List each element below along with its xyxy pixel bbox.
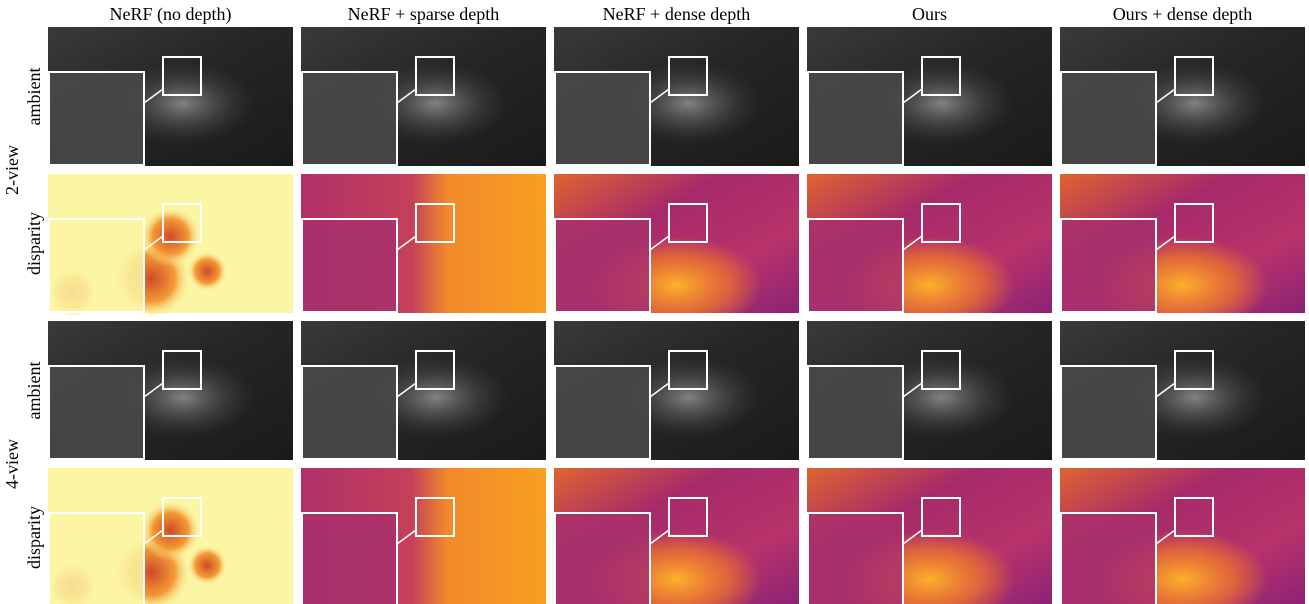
zoom-inset [555,72,650,165]
image-blob [187,251,227,291]
image-blob [141,501,201,561]
image-cell [48,27,293,166]
zoom-inset [555,219,650,312]
zoom-inset [302,513,397,604]
group-label: 4-view [2,439,22,489]
row-label: ambient [24,362,44,420]
column-header: Ours + dense depth [1113,4,1253,24]
column-header: NeRF (no depth) [110,4,232,25]
image-cell [48,321,293,460]
image-cell [554,468,799,604]
zoom-inset [302,366,397,459]
zoom-inset [1061,366,1156,459]
column-header: NeRF + dense depth [603,4,751,24]
zoom-inset [49,366,144,459]
image-cell [301,321,546,460]
zoom-inset [302,72,397,165]
image-cell [1060,321,1305,460]
image-cell [301,468,546,604]
image-cell [1060,27,1305,166]
zoom-inset [808,366,903,459]
image-cell [1060,174,1305,313]
zoom-inset [555,513,650,604]
image-cell [1060,468,1305,604]
image-cell [807,321,1052,460]
image-cell [48,174,294,318]
group-label: 2-view [2,145,22,195]
zoom-inset [49,219,144,312]
image-blob [141,207,201,267]
image-cell [301,174,546,313]
zoom-inset [1061,513,1156,604]
zoom-inset [1061,219,1156,312]
row-label: ambient [24,68,44,126]
image-blob [187,545,227,585]
image-cell [554,174,799,313]
zoom-inset [555,366,650,459]
page: {"columns": ["NeRF (no depth)", "NeRF + … [0,0,1309,604]
image-cell [807,27,1052,166]
zoom-inset [49,72,144,165]
figure: NeRF (no depth) NeRF + sparse depth NeRF +… [0,0,1309,604]
image-cell [554,27,799,166]
zoom-inset [302,219,397,312]
zoom-inset [1061,72,1156,165]
zoom-inset [49,513,144,604]
column-header: NeRF + sparse depth [348,4,500,24]
zoom-inset [808,513,903,604]
zoom-inset [808,72,903,165]
image-cell [807,174,1052,313]
image-cell [301,27,546,166]
image-cell [554,321,799,460]
zoom-inset [808,219,903,312]
image-cell [48,468,294,604]
column-header: Ours [912,4,947,24]
row-label: disparity [24,506,44,569]
image-cell [807,468,1052,604]
row-label: disparity [24,212,44,275]
